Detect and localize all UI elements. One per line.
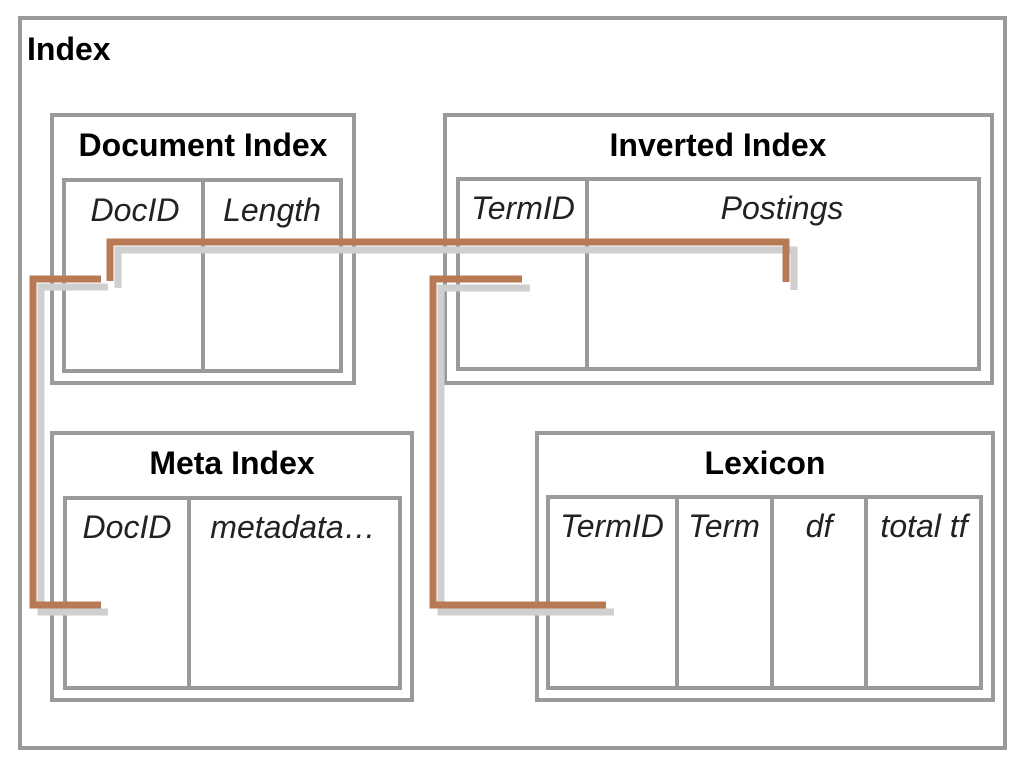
inverted-index-col-termid: TermID [471,190,575,226]
inverted-index: Inverted Index TermID Postings [443,113,994,385]
lexicon-frame [535,431,995,702]
meta-index-title: Meta Index [149,445,315,481]
meta-index-frame [50,431,414,702]
document-index-col-docid: DocID [91,192,180,228]
inverted-index-title: Inverted Index [610,127,827,163]
meta-index-col-metadata: metadata… [210,509,375,545]
connector-docid-to-postings [106,238,790,282]
lexicon-title: Lexicon [705,445,826,481]
meta-index-col-docid: DocID [83,509,172,545]
connector-docid-to-meta-docid [29,275,101,609]
inverted-index-table [456,177,981,371]
lexicon-col-df: df [806,508,836,544]
lexicon-col-termid: TermID [560,508,664,544]
index-title: Index [27,31,111,67]
document-index-col-length: Length [223,192,321,228]
document-index-title: Document Index [79,127,328,163]
lexicon-table [546,495,983,690]
meta-index-table [63,496,402,690]
index-frame [18,16,1007,750]
inverted-index-col-postings: Postings [721,190,844,226]
lexicon: Lexicon TermID Term df total tf [535,431,995,702]
connector-termid-to-lexicon-termid [429,275,606,609]
connector-shadows [37,246,798,616]
meta-index: Meta Index DocID metadata… [50,431,414,702]
document-index: Document Index DocID Length [50,113,356,385]
lexicon-col-term: Term [688,508,760,544]
lexicon-col-total-tf: total tf [880,508,970,544]
